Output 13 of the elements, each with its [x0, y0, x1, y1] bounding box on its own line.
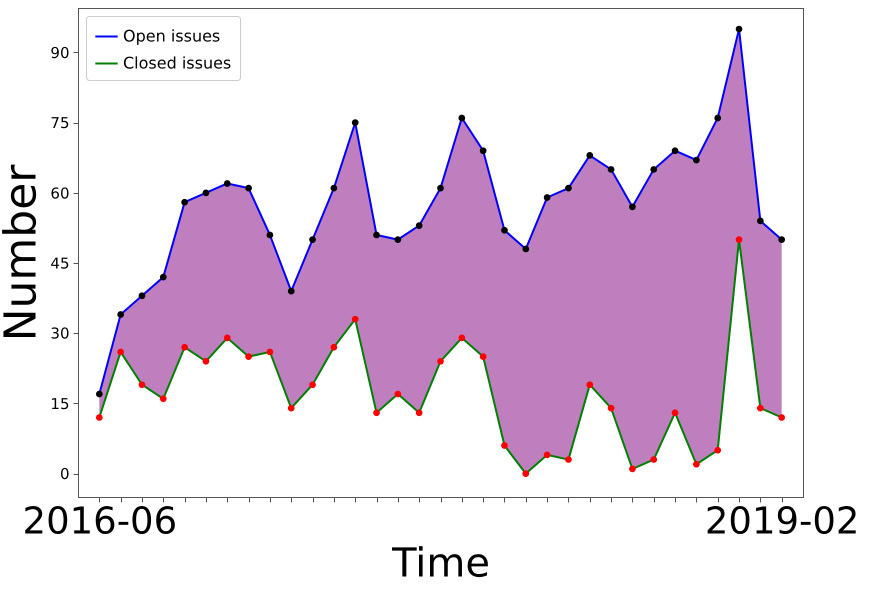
y-tick-label: 45 — [50, 254, 70, 273]
x-axis-title: Time — [391, 540, 490, 586]
y-axis-title: Number — [0, 164, 46, 342]
y-tick-label: 15 — [50, 394, 70, 413]
y-tick-label: 90 — [50, 44, 70, 62]
legend-label: Open issues — [123, 26, 220, 46]
legend-label: Closed issues — [123, 54, 232, 72]
x-tick-label: 2016-06 — [22, 500, 178, 542]
y-tick-label: 0 — [60, 465, 70, 484]
y-tick-label: 75 — [50, 114, 70, 132]
x-tick-label: 2019-02 — [704, 500, 860, 542]
y-tick-label: 30 — [50, 324, 70, 343]
y-tick-label: 60 — [50, 184, 70, 202]
